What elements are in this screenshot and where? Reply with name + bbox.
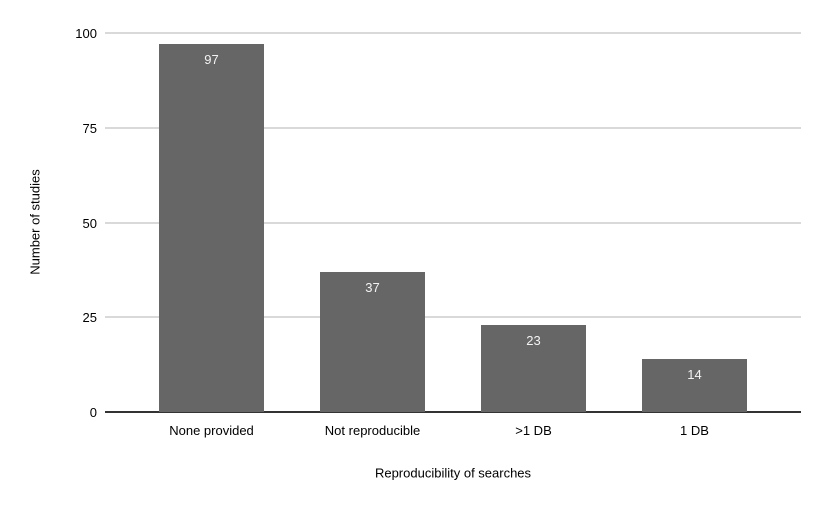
bar-value-label: 97 (204, 52, 219, 68)
y-gridline (105, 32, 801, 34)
x-axis-line (105, 411, 801, 413)
x-axis-title: Reproducibility of searches (374, 465, 532, 481)
x-category-label: None provided (169, 423, 254, 438)
bar-not-reproducible: 37 (320, 271, 425, 412)
y-gridline (105, 126, 801, 129)
bar-none-provided: 97 (159, 44, 264, 412)
bar-1-db: 14 (642, 358, 747, 412)
x-category-label: 1 DB (680, 423, 709, 438)
bar-value-label: 23 (526, 332, 541, 348)
bar--1-db: 23 (481, 324, 586, 412)
bar-value-label: 37 (365, 279, 380, 295)
y-tick-label: 100 (75, 26, 97, 41)
x-category-label: >1 DB (515, 423, 552, 438)
y-tick-label: 0 (89, 405, 97, 420)
bar-value-label: 14 (687, 366, 702, 382)
y-gridline (105, 316, 801, 319)
x-category-label: Not reproducible (324, 423, 421, 438)
y-tick-label: 25 (82, 310, 97, 326)
y-tick-label: 75 (82, 120, 97, 136)
y-tick-label: 50 (82, 215, 97, 231)
y-gridline (105, 221, 801, 224)
